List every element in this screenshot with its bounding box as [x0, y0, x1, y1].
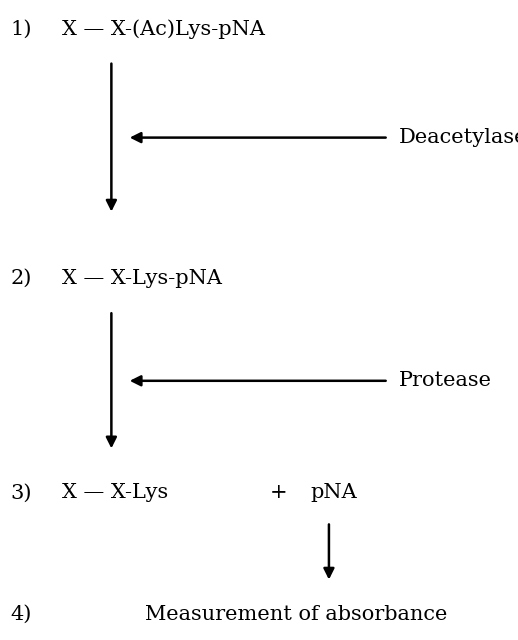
- Text: 2): 2): [10, 269, 32, 288]
- Text: 4): 4): [10, 605, 32, 624]
- Text: 1): 1): [10, 19, 32, 38]
- Text: 3): 3): [10, 483, 32, 502]
- Text: Deacetylase: Deacetylase: [399, 128, 518, 147]
- Text: pNA: pNA: [311, 483, 357, 502]
- Text: Measurement of absorbance: Measurement of absorbance: [145, 605, 448, 624]
- Text: X — X-Lys: X — X-Lys: [62, 483, 168, 502]
- Text: Protease: Protease: [399, 371, 492, 390]
- Text: +: +: [269, 483, 287, 502]
- Text: X — X-Lys-pNA: X — X-Lys-pNA: [62, 269, 222, 288]
- Text: X — X-(Ac)Lys-pNA: X — X-(Ac)Lys-pNA: [62, 19, 265, 38]
